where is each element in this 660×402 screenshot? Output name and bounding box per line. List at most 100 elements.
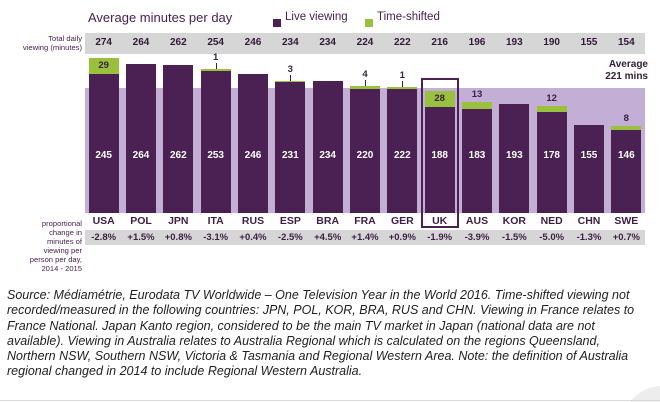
average-annotation-line2: 221 mins xyxy=(605,71,648,82)
country-label-CHN: CHN xyxy=(577,215,601,227)
time-shifted-swatch-icon xyxy=(365,19,373,27)
total-daily-value: 154 xyxy=(617,37,635,48)
country-label-SWE: SWE xyxy=(614,215,639,227)
proportional-change-line: change in xyxy=(49,228,82,237)
bar-RUS xyxy=(238,73,268,213)
time-shifted-segment-FRA xyxy=(350,86,380,89)
proportional-change-line: person per day, xyxy=(29,255,82,264)
pct-change-value: +0.7% xyxy=(612,232,640,243)
time-shifted-value: 1 xyxy=(213,52,219,64)
time-shifted-segment-ITA xyxy=(200,69,231,71)
totals-band xyxy=(85,33,645,54)
pct-change-value: +1.4% xyxy=(351,232,379,243)
total-daily-viewing-label-line2: viewing (minutes) xyxy=(22,43,82,52)
time-shifted-value: 13 xyxy=(471,89,483,101)
live-viewing-value: 146 xyxy=(617,150,635,161)
proportional-change-line: proportional xyxy=(41,219,82,228)
country-label-GER: GER xyxy=(390,215,414,227)
country-label-USA: USA xyxy=(92,215,115,227)
country-label-ESP: ESP xyxy=(279,215,301,227)
legend-live-viewing-label: Live viewing xyxy=(285,11,348,23)
proportional-change-label: proportional change in minutes of viewin… xyxy=(4,219,82,273)
proportional-change-line: viewing per xyxy=(43,246,82,255)
time-shifted-leader-line xyxy=(402,81,404,88)
legend-time-shifted xyxy=(365,14,373,32)
average-annotation-line1: Average xyxy=(608,59,648,70)
total-daily-value: 264 xyxy=(132,37,150,48)
pct-change-value: -3.1% xyxy=(203,232,229,243)
chart-title: Average minutes per day xyxy=(88,10,233,25)
country-label-UK: UK xyxy=(432,215,448,227)
country-label-POL: POL xyxy=(130,215,152,227)
time-shifted-segment-SWE xyxy=(611,125,642,131)
bar-UK xyxy=(424,90,455,213)
time-shifted-value: 28 xyxy=(434,92,445,104)
bar-GER xyxy=(387,87,418,213)
time-shifted-leader-line xyxy=(365,80,366,87)
live-viewing-value: 193 xyxy=(505,150,523,161)
total-daily-value: 274 xyxy=(95,37,112,48)
time-shifted-segment-UK xyxy=(424,90,455,107)
live-viewing-value: 183 xyxy=(468,150,486,161)
pct-change-band xyxy=(85,230,645,245)
pct-change-value: -5.0% xyxy=(539,232,565,243)
total-daily-value: 254 xyxy=(207,37,224,48)
total-daily-value: 224 xyxy=(356,37,374,48)
total-daily-value: 193 xyxy=(505,37,523,48)
live-viewing-value: 245 xyxy=(95,150,112,161)
pct-change-value: -2.8% xyxy=(91,232,117,243)
bar-ESP xyxy=(275,80,306,213)
live-viewing-value: 234 xyxy=(319,150,336,161)
pct-change-value: -1.9% xyxy=(427,232,453,243)
total-daily-value: 155 xyxy=(580,37,598,48)
live-viewing-swatch-icon xyxy=(273,19,281,27)
country-label-NED: NED xyxy=(540,215,563,227)
bar-SWE xyxy=(611,125,642,213)
live-viewing-value: 264 xyxy=(132,150,150,161)
source-note: Source: Médiamétrie, Eurodata TV Worldwi… xyxy=(7,288,635,379)
time-shifted-value: 8 xyxy=(623,112,629,124)
proportional-change-line: 2014 - 2015 xyxy=(41,264,82,273)
live-viewing-value: 188 xyxy=(431,150,448,161)
live-viewing-value: 253 xyxy=(207,150,224,161)
time-shifted-leader-line xyxy=(290,74,292,81)
pct-change-value: +1.5% xyxy=(127,232,155,243)
time-shifted-leader-line xyxy=(215,63,217,70)
country-label-KOR: KOR xyxy=(502,215,526,227)
bar-NED xyxy=(536,105,567,213)
country-label-JPN: JPN xyxy=(168,215,189,227)
proportional-change-line: minutes of xyxy=(46,237,82,246)
total-daily-value: 196 xyxy=(468,37,486,48)
bar-POL xyxy=(126,63,156,213)
live-viewing-value: 220 xyxy=(356,150,374,161)
live-viewing-value: 231 xyxy=(281,150,299,161)
bar-JPN xyxy=(163,64,194,213)
pct-change-value: -3.9% xyxy=(464,232,490,243)
country-label-AUS: AUS xyxy=(465,215,489,227)
total-daily-value: 222 xyxy=(393,37,411,48)
time-shifted-segment-AUS xyxy=(462,102,492,110)
total-daily-value: 246 xyxy=(244,37,262,48)
country-label-BRA: BRA xyxy=(316,215,340,227)
bar-FRA xyxy=(350,86,380,213)
bar-KOR xyxy=(499,103,530,213)
time-shifted-segment-USA xyxy=(88,58,119,75)
bar-BRA xyxy=(312,80,343,213)
live-viewing-value: 222 xyxy=(393,150,411,161)
pct-change-value: +0.8% xyxy=(164,232,192,243)
time-shifted-value: 29 xyxy=(98,60,109,71)
pct-change-value: +0.9% xyxy=(388,232,416,243)
bar-CHN xyxy=(574,125,604,213)
total-daily-value: 190 xyxy=(543,37,560,48)
time-shifted-value: 1 xyxy=(399,70,405,82)
pct-change-value: -1.3% xyxy=(576,232,602,243)
pct-change-value: -1.5% xyxy=(501,232,527,243)
time-shifted-segment-ESP xyxy=(275,80,306,83)
legend-time-shifted-label: Time-shifted xyxy=(377,11,440,23)
time-shifted-segment-NED xyxy=(536,105,567,113)
pct-change-value: -2.5% xyxy=(277,232,303,243)
highlight-box-UK xyxy=(420,78,459,228)
time-shifted-value: 3 xyxy=(287,63,293,75)
average-annotation: Average 221 mins xyxy=(548,59,648,83)
